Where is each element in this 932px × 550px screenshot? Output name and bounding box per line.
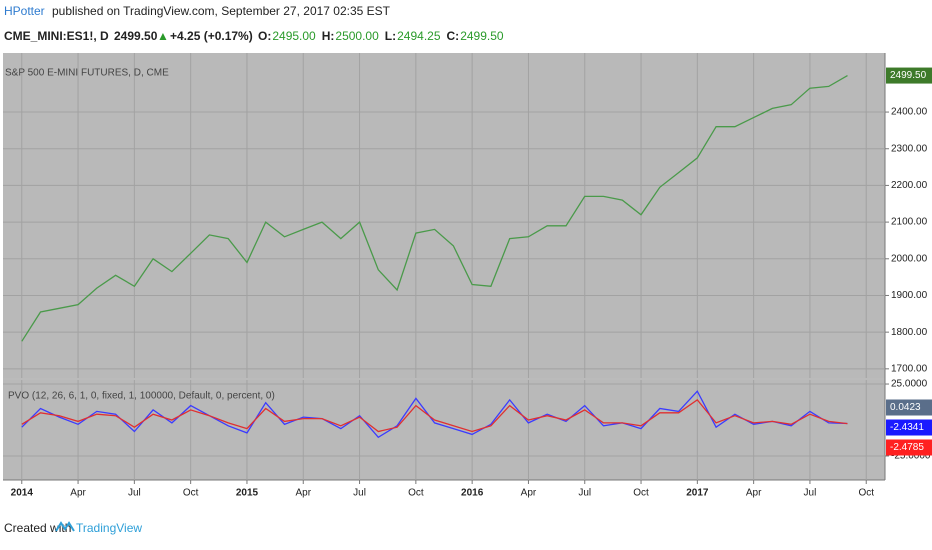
- x-tick-label: 2016: [461, 488, 484, 499]
- series-line: [21, 75, 848, 342]
- price-title: S&P 500 E-MINI FUTURES, D, CME: [5, 68, 169, 79]
- value-flag-label: -2.4785: [890, 442, 924, 453]
- last-price: 2499.50: [114, 29, 158, 43]
- x-tick-label: Jul: [804, 488, 817, 499]
- x-tick-label: Jul: [128, 488, 141, 499]
- x-tick-label: Oct: [633, 488, 649, 499]
- x-tick-label: Apr: [521, 488, 537, 499]
- value-flag-label: 2499.50: [890, 70, 927, 81]
- pvo-title: PVO (12, 26, 6, 1, 0, fixed, 1, 100000, …: [8, 391, 275, 402]
- ohlc-key: C:: [447, 29, 460, 43]
- footer-brand[interactable]: TradingView: [76, 521, 142, 535]
- ohlc-key: H:: [322, 29, 335, 43]
- y-tick-label: 1700.00: [891, 363, 928, 374]
- x-tick-label: 2017: [686, 488, 709, 499]
- x-tick-label: Jul: [578, 488, 591, 499]
- x-tick-label: Oct: [858, 488, 874, 499]
- price-panel: [3, 53, 885, 378]
- x-tick-label: Oct: [408, 488, 424, 499]
- y-tick-label: 2100.00: [891, 217, 928, 228]
- y-tick-label: 1800.00: [891, 327, 928, 338]
- series-line: [21, 399, 848, 433]
- y-tick-label: -25.0000: [891, 451, 931, 462]
- x-tick-label: Jul: [353, 488, 366, 499]
- value-flag: [886, 399, 932, 416]
- ohlc-key: L:: [385, 29, 396, 43]
- x-tick-label: Apr: [295, 488, 311, 499]
- x-tick-label: 2014: [11, 488, 34, 499]
- ohlc-value: 2499.50: [460, 29, 504, 43]
- brand-logo: [55, 521, 75, 532]
- x-tick-label: Apr: [70, 488, 86, 499]
- x-tick-label: Apr: [746, 488, 762, 499]
- value-flag-label: 0.0423: [890, 402, 921, 413]
- ohlc-value: 2494.25: [397, 29, 441, 43]
- y-tick-label: 1900.00: [891, 290, 928, 301]
- ohlc: O: 2495.00 H: 2500.00 L: 2494.25 C: 2499.50: [258, 29, 504, 43]
- arrow: ▲: [157, 29, 169, 43]
- y-tick-label: 25.0000: [891, 379, 928, 390]
- footer-created: Created with: [4, 521, 71, 535]
- author[interactable]: HPotter: [4, 4, 45, 18]
- ohlc-value: 2500.00: [335, 29, 379, 43]
- value-flag: [886, 419, 932, 436]
- ohlc-key: O:: [258, 29, 271, 43]
- y-tick-label: 2300.00: [891, 143, 928, 154]
- change: +4.25 (+0.17%): [170, 29, 253, 43]
- symbol: CME_MINI:ES1!, D: [4, 29, 109, 43]
- y-tick-label: 2400.00: [891, 107, 928, 118]
- value-flag-label: -2.4341: [890, 422, 924, 433]
- x-tick-label: Oct: [183, 488, 199, 499]
- x-tick-label: 2015: [236, 488, 259, 499]
- value-flag: [886, 439, 932, 456]
- plot-layer: 1700.00 1800.00 1900.00 2000.00 2100.00 2200.…: [3, 53, 932, 499]
- value-flag: [886, 67, 932, 84]
- ohlc-value: 2495.00: [272, 29, 316, 43]
- y-tick-label: 2200.00: [891, 180, 928, 191]
- y-tick-label: 2000.00: [891, 253, 928, 264]
- pvo-panel: [3, 380, 885, 480]
- published: published on TradingView.com, September …: [52, 4, 391, 18]
